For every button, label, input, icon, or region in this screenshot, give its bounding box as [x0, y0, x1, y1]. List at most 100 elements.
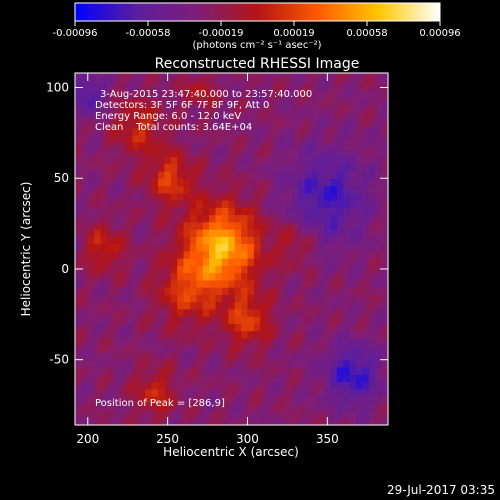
heatmap-cell	[324, 308, 332, 317]
heatmap-cell	[145, 279, 153, 288]
heatmap-cell	[311, 381, 319, 390]
heatmap-cell	[292, 134, 300, 143]
heatmap-cell	[241, 163, 249, 172]
heatmap-cell	[343, 265, 351, 274]
heatmap-cell	[381, 243, 389, 252]
heatmap-cell	[126, 323, 134, 332]
heatmap-cell	[298, 214, 306, 223]
heatmap-cell	[164, 330, 172, 339]
heatmap-cell	[183, 192, 191, 201]
heatmap-cell	[234, 98, 242, 107]
heatmap-cell	[324, 388, 332, 397]
heatmap-cell	[362, 149, 370, 158]
heatmap-cell	[196, 236, 204, 245]
heatmap-cell	[362, 112, 370, 121]
heatmap-cell	[253, 287, 261, 295]
heatmap-cell	[221, 120, 229, 129]
heatmap-cell	[324, 395, 332, 404]
heatmap-cell	[100, 141, 108, 150]
heatmap-cell	[87, 236, 95, 245]
heatmap-cell	[279, 178, 287, 187]
heatmap-cell	[94, 316, 102, 324]
heatmap-cell	[292, 410, 300, 419]
heatmap-cell	[170, 156, 178, 165]
heatmap-cell	[266, 91, 274, 99]
heatmap-cell	[138, 345, 146, 354]
heatmap-cell	[368, 403, 376, 412]
heatmap-cell	[113, 308, 121, 317]
heatmap-cell	[228, 207, 236, 216]
heatmap-cell	[126, 185, 134, 194]
heatmap-cell	[126, 134, 134, 143]
heatmap-cell	[336, 301, 344, 310]
heatmap-cell	[298, 149, 306, 158]
heatmap-cell	[151, 200, 159, 208]
heatmap-cell	[94, 272, 102, 281]
heatmap-cell	[266, 403, 274, 412]
heatmap-cell	[304, 83, 312, 92]
heatmap-cell	[100, 366, 108, 375]
heatmap-cell	[221, 359, 229, 368]
heatmap-cell	[132, 149, 140, 158]
heatmap-cell	[158, 345, 166, 354]
heatmap-cell	[106, 83, 114, 92]
heatmap-cell	[126, 330, 134, 339]
heatmap-cell	[362, 192, 370, 201]
heatmap-cell	[202, 200, 210, 208]
heatmap-cell	[330, 294, 338, 303]
heatmap-cell	[189, 301, 197, 310]
heatmap-cell	[362, 141, 370, 150]
heatmap-cell	[381, 403, 389, 412]
heatmap-cell	[170, 352, 178, 361]
heatmap-cell	[158, 359, 166, 368]
heatmap-cell	[247, 192, 255, 201]
heatmap-cell	[132, 279, 140, 288]
heatmap-cell	[158, 250, 166, 259]
heatmap-cell	[209, 163, 217, 172]
heatmap-cell	[209, 258, 217, 266]
heatmap-cell	[75, 200, 82, 208]
heatmap-cell	[138, 120, 146, 129]
heatmap-cell	[253, 127, 261, 136]
heatmap-cell	[164, 200, 172, 208]
heatmap-cell	[336, 127, 344, 136]
heatmap-cell	[279, 221, 287, 230]
heatmap-cell	[209, 352, 217, 361]
heatmap-cell	[266, 229, 274, 237]
heatmap-cell	[330, 287, 338, 295]
heatmap-cell	[145, 301, 153, 310]
heatmap-cell	[285, 185, 293, 194]
heatmap-cell	[381, 156, 389, 165]
heatmap-cell	[234, 149, 242, 158]
heatmap-cell	[266, 207, 274, 216]
heatmap-cell	[324, 359, 332, 368]
heatmap-cell	[241, 316, 249, 324]
heatmap-cell	[100, 98, 108, 107]
heatmap-cell	[247, 98, 255, 107]
heatmap-cell	[292, 316, 300, 324]
heatmap-cell	[138, 337, 146, 346]
heatmap-cell	[196, 287, 204, 295]
heatmap-cell	[317, 359, 325, 368]
heatmap-cell	[196, 98, 204, 107]
heatmap-cell	[311, 134, 319, 143]
heatmap-cell	[362, 301, 370, 310]
heatmap-cell	[87, 294, 95, 303]
heatmap-cell	[266, 417, 274, 426]
heatmap-cell	[273, 214, 281, 223]
heatmap-cell	[119, 352, 127, 361]
heatmap-cell	[324, 83, 332, 92]
heatmap-cell	[253, 170, 261, 179]
heatmap-cell	[285, 141, 293, 150]
heatmap-cell	[228, 308, 236, 317]
heatmap-cell	[126, 105, 134, 114]
heatmap-cell	[234, 265, 242, 274]
heatmap-cell	[177, 272, 185, 281]
heatmap-cell	[356, 112, 364, 121]
heatmap-cell	[183, 410, 191, 419]
heatmap-cell	[189, 330, 197, 339]
heatmap-cell	[151, 323, 159, 332]
heatmap-cell	[215, 185, 223, 194]
heatmap-cell	[292, 141, 300, 150]
heatmap-cell	[381, 214, 389, 223]
